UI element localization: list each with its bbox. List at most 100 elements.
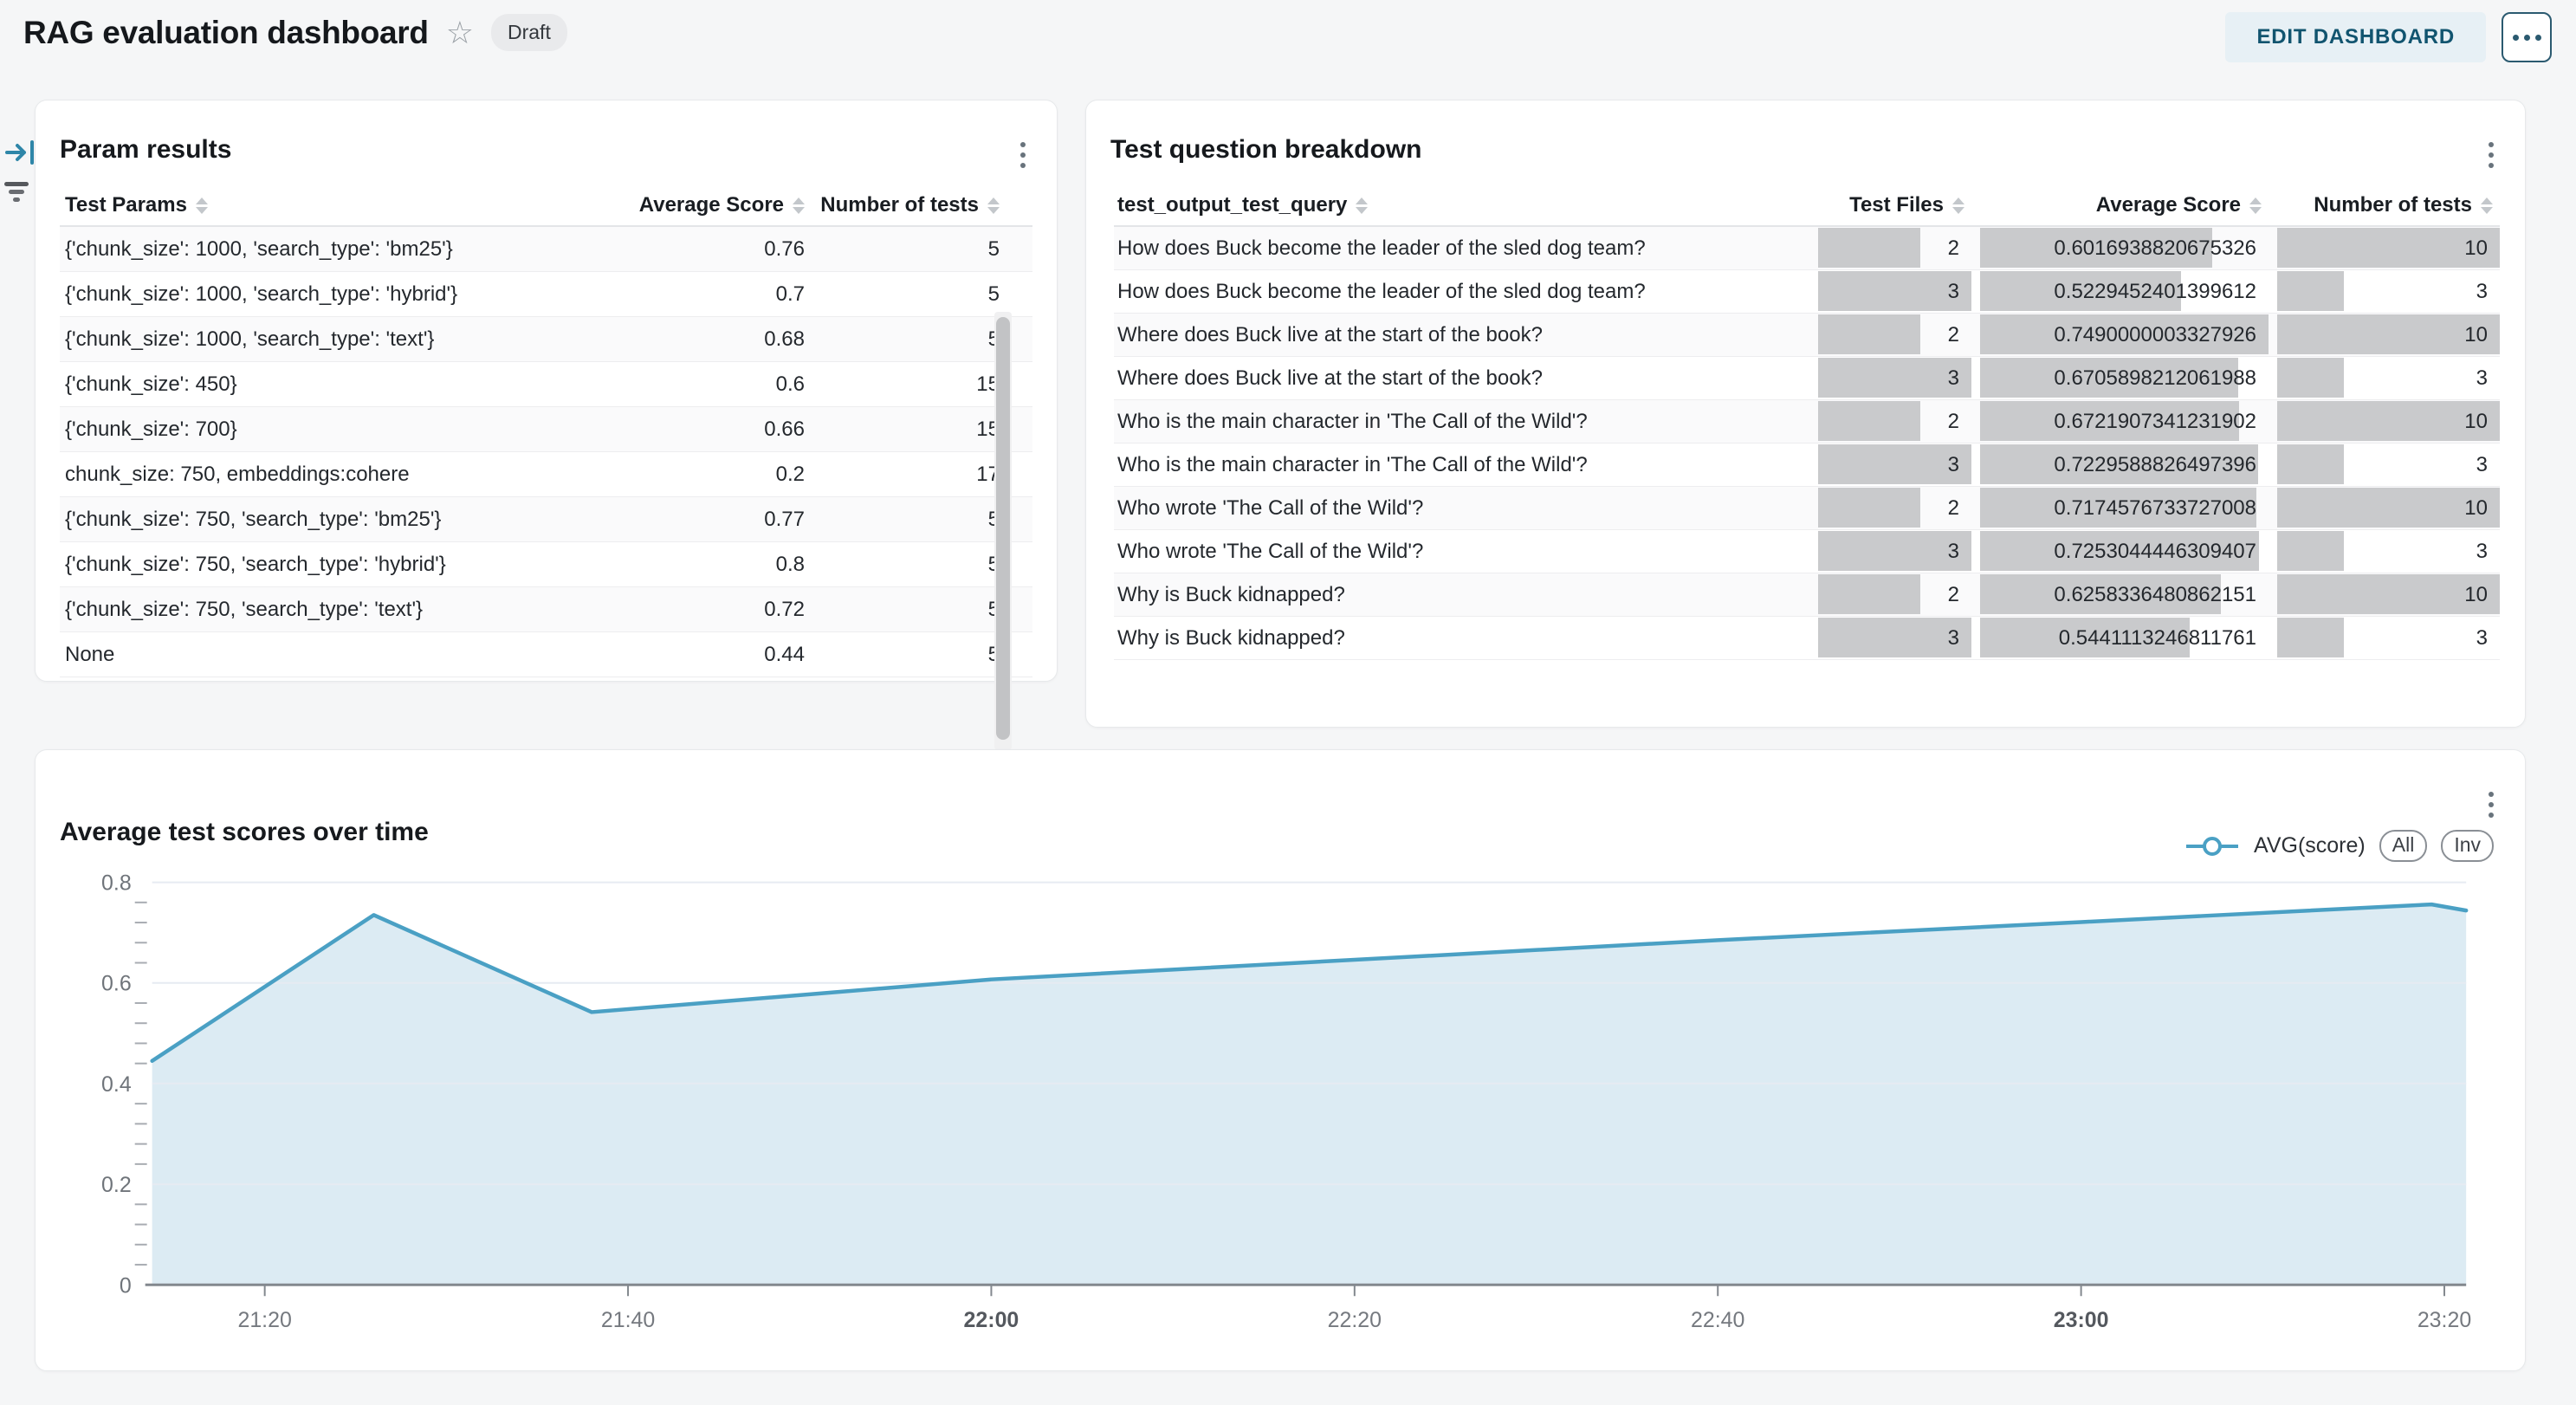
cell-query: Who is the main character in 'The Call o… — [1117, 452, 1588, 476]
x-axis-label: 21:20 — [237, 1308, 291, 1332]
cell-avg-score: 0.7490000003327926 — [1971, 314, 2269, 356]
cell-test-files: 3 — [1809, 530, 1971, 573]
chart-legend: AVG(score) All Inv — [2184, 830, 2494, 862]
cell-num-tests: 10 — [2269, 314, 2500, 356]
cell-num-tests: 10 — [2269, 573, 2500, 616]
table-row: {'chunk_size': 750, 'search_type': 'hybr… — [60, 542, 1032, 587]
cell-query: Who wrote 'The Call of the Wild'? — [1117, 495, 1424, 520]
filter-icon[interactable] — [3, 182, 29, 202]
cell-value: 0.7490000003327926 — [2054, 322, 2256, 346]
cell-params: {'chunk_size': 450} — [65, 372, 237, 396]
sort-icon — [2481, 197, 2493, 214]
table-row: Who is the main character in 'The Call o… — [1114, 444, 2500, 487]
x-axis-label: 23:00 — [2054, 1308, 2109, 1332]
cell-test-files: 2 — [1809, 573, 1971, 616]
cell-value: 3 — [1947, 279, 1959, 303]
y-axis-label: 0 — [120, 1273, 132, 1298]
table-row: Why is Buck kidnapped? 3 0.544111324681176… — [1114, 617, 2500, 660]
cell-avg-score: 0.7229588826497396 — [1971, 444, 2269, 486]
column-header-query[interactable]: test_output_test_query — [1114, 193, 1809, 217]
data-bar — [2277, 574, 2500, 614]
column-header-number-of-tests[interactable]: Number of tests — [2269, 193, 2500, 217]
cell-value: 3 — [2476, 539, 2488, 563]
more-menu-button[interactable] — [2502, 12, 2552, 62]
edit-dashboard-button[interactable]: EDIT DASHBOARD — [2225, 12, 2486, 62]
data-bar — [1980, 444, 2259, 484]
cell-query: Who wrote 'The Call of the Wild'? — [1117, 539, 1424, 563]
page-title: RAG evaluation dashboard — [23, 14, 429, 50]
cell-value: 0.5441113246811761 — [2058, 625, 2256, 650]
cell-query: How does Buck become the leader of the s… — [1117, 279, 1646, 303]
cell-num-tests: 15 — [976, 372, 1000, 396]
y-axis-label: 0.2 — [101, 1173, 132, 1197]
cell-num-tests: 3 — [2269, 530, 2500, 573]
cell-num-tests: 3 — [2269, 617, 2500, 659]
data-bar — [1818, 488, 1920, 528]
kebab-menu-icon[interactable] — [2483, 787, 2499, 823]
column-header-test-params[interactable]: Test Params — [60, 193, 595, 217]
ellipsis-icon — [2512, 34, 2519, 41]
cell-num-tests: 5 — [812, 508, 1006, 532]
kebab-menu-icon[interactable] — [1015, 137, 1031, 173]
table-row: {'chunk_size': 750, 'search_type': 'text… — [60, 587, 1032, 632]
y-axis-label: 0.6 — [101, 972, 132, 996]
cell-value: 0.7174576733727008 — [2054, 495, 2256, 520]
x-axis-label: 22:00 — [964, 1308, 1019, 1332]
legend-series-label[interactable]: AVG(score) — [2254, 833, 2366, 858]
cell-value: 3 — [1947, 366, 1959, 390]
data-bar — [2277, 531, 2345, 571]
sort-icon — [1356, 197, 1369, 214]
cell-num-tests: 10 — [2269, 487, 2500, 529]
param-results-panel: Param results Test Params Average Score … — [35, 100, 1058, 750]
cell-test-files: 3 — [1809, 444, 1971, 486]
table-scrollbar[interactable] — [994, 312, 1012, 750]
data-bar — [1818, 574, 1920, 614]
column-header-average-score[interactable]: Average Score — [1971, 193, 2269, 217]
table-row: None 0.44 5 — [60, 632, 1032, 677]
x-axis-label: 22:40 — [1691, 1308, 1744, 1332]
scrollbar-thumb[interactable] — [996, 317, 1010, 740]
data-bar — [1818, 314, 1920, 354]
param-results-table: Test Params Average Score Number of test… — [60, 185, 1032, 750]
cell-avg-score: 0.76 — [764, 236, 805, 261]
scores-chart[interactable]: 0 0.2 0.4 0.6 0.8 21:20 21:40 22:00 22:20 22:40 23… — [36, 750, 2525, 1370]
table-row: How does Buck become the leader of the s… — [1114, 227, 2500, 270]
data-bar — [1818, 271, 1971, 311]
table-row: chunk_size: 750, embeddings:cohere 0.2 17 — [60, 452, 1032, 497]
question-breakdown-panel: Test question breakdown test_output_test… — [1085, 100, 2526, 728]
data-bar — [1980, 401, 2239, 441]
cell-avg-score: 0.7174576733727008 — [1971, 487, 2269, 529]
cell-value: 3 — [1947, 539, 1959, 563]
x-axis-label: 23:20 — [2417, 1308, 2471, 1332]
cell-avg-score: 0.72 — [764, 597, 805, 621]
cell-params: None — [65, 642, 115, 666]
column-header-average-score[interactable]: Average Score — [595, 193, 812, 217]
cell-params: {'chunk_size': 750, 'search_type': 'bm25… — [65, 507, 442, 531]
cell-query: How does Buck become the leader of the s… — [1117, 236, 1646, 260]
cell-avg-score: 0.5229452401399612 — [1971, 270, 2269, 313]
cell-avg-score: 0.68 — [764, 327, 805, 351]
data-bar — [2277, 271, 2345, 311]
x-axis-label: 22:20 — [1328, 1308, 1382, 1332]
kebab-menu-icon[interactable] — [2483, 137, 2499, 173]
expand-panel-icon[interactable] — [3, 135, 38, 174]
cell-test-files: 2 — [1809, 487, 1971, 529]
cell-avg-score: 0.6258336480862151 — [1971, 573, 2269, 616]
table-row: Who is the main character in 'The Call o… — [1114, 400, 2500, 444]
data-bar — [1980, 358, 2239, 398]
cell-params: {'chunk_size': 750, 'search_type': 'hybr… — [65, 552, 446, 576]
data-bar — [1980, 574, 2222, 614]
cell-num-tests: 5 — [987, 236, 1000, 261]
cell-query: Where does Buck live at the start of the… — [1117, 322, 1543, 346]
cell-num-tests: 5 — [812, 643, 1006, 667]
cell-num-tests: 3 — [2269, 357, 2500, 399]
column-header-number-of-tests[interactable]: Number of tests — [812, 193, 1006, 217]
legend-all-button[interactable]: All — [2379, 830, 2428, 862]
sort-icon — [1952, 197, 1964, 214]
legend-inv-button[interactable]: Inv — [2441, 830, 2494, 862]
cell-value: 10 — [2464, 582, 2488, 606]
column-header-test-files[interactable]: Test Files — [1809, 193, 1971, 217]
cell-value: 10 — [2464, 409, 2488, 433]
panel-title: Param results — [60, 135, 232, 164]
star-favorite-icon[interactable]: ☆ — [445, 14, 474, 50]
